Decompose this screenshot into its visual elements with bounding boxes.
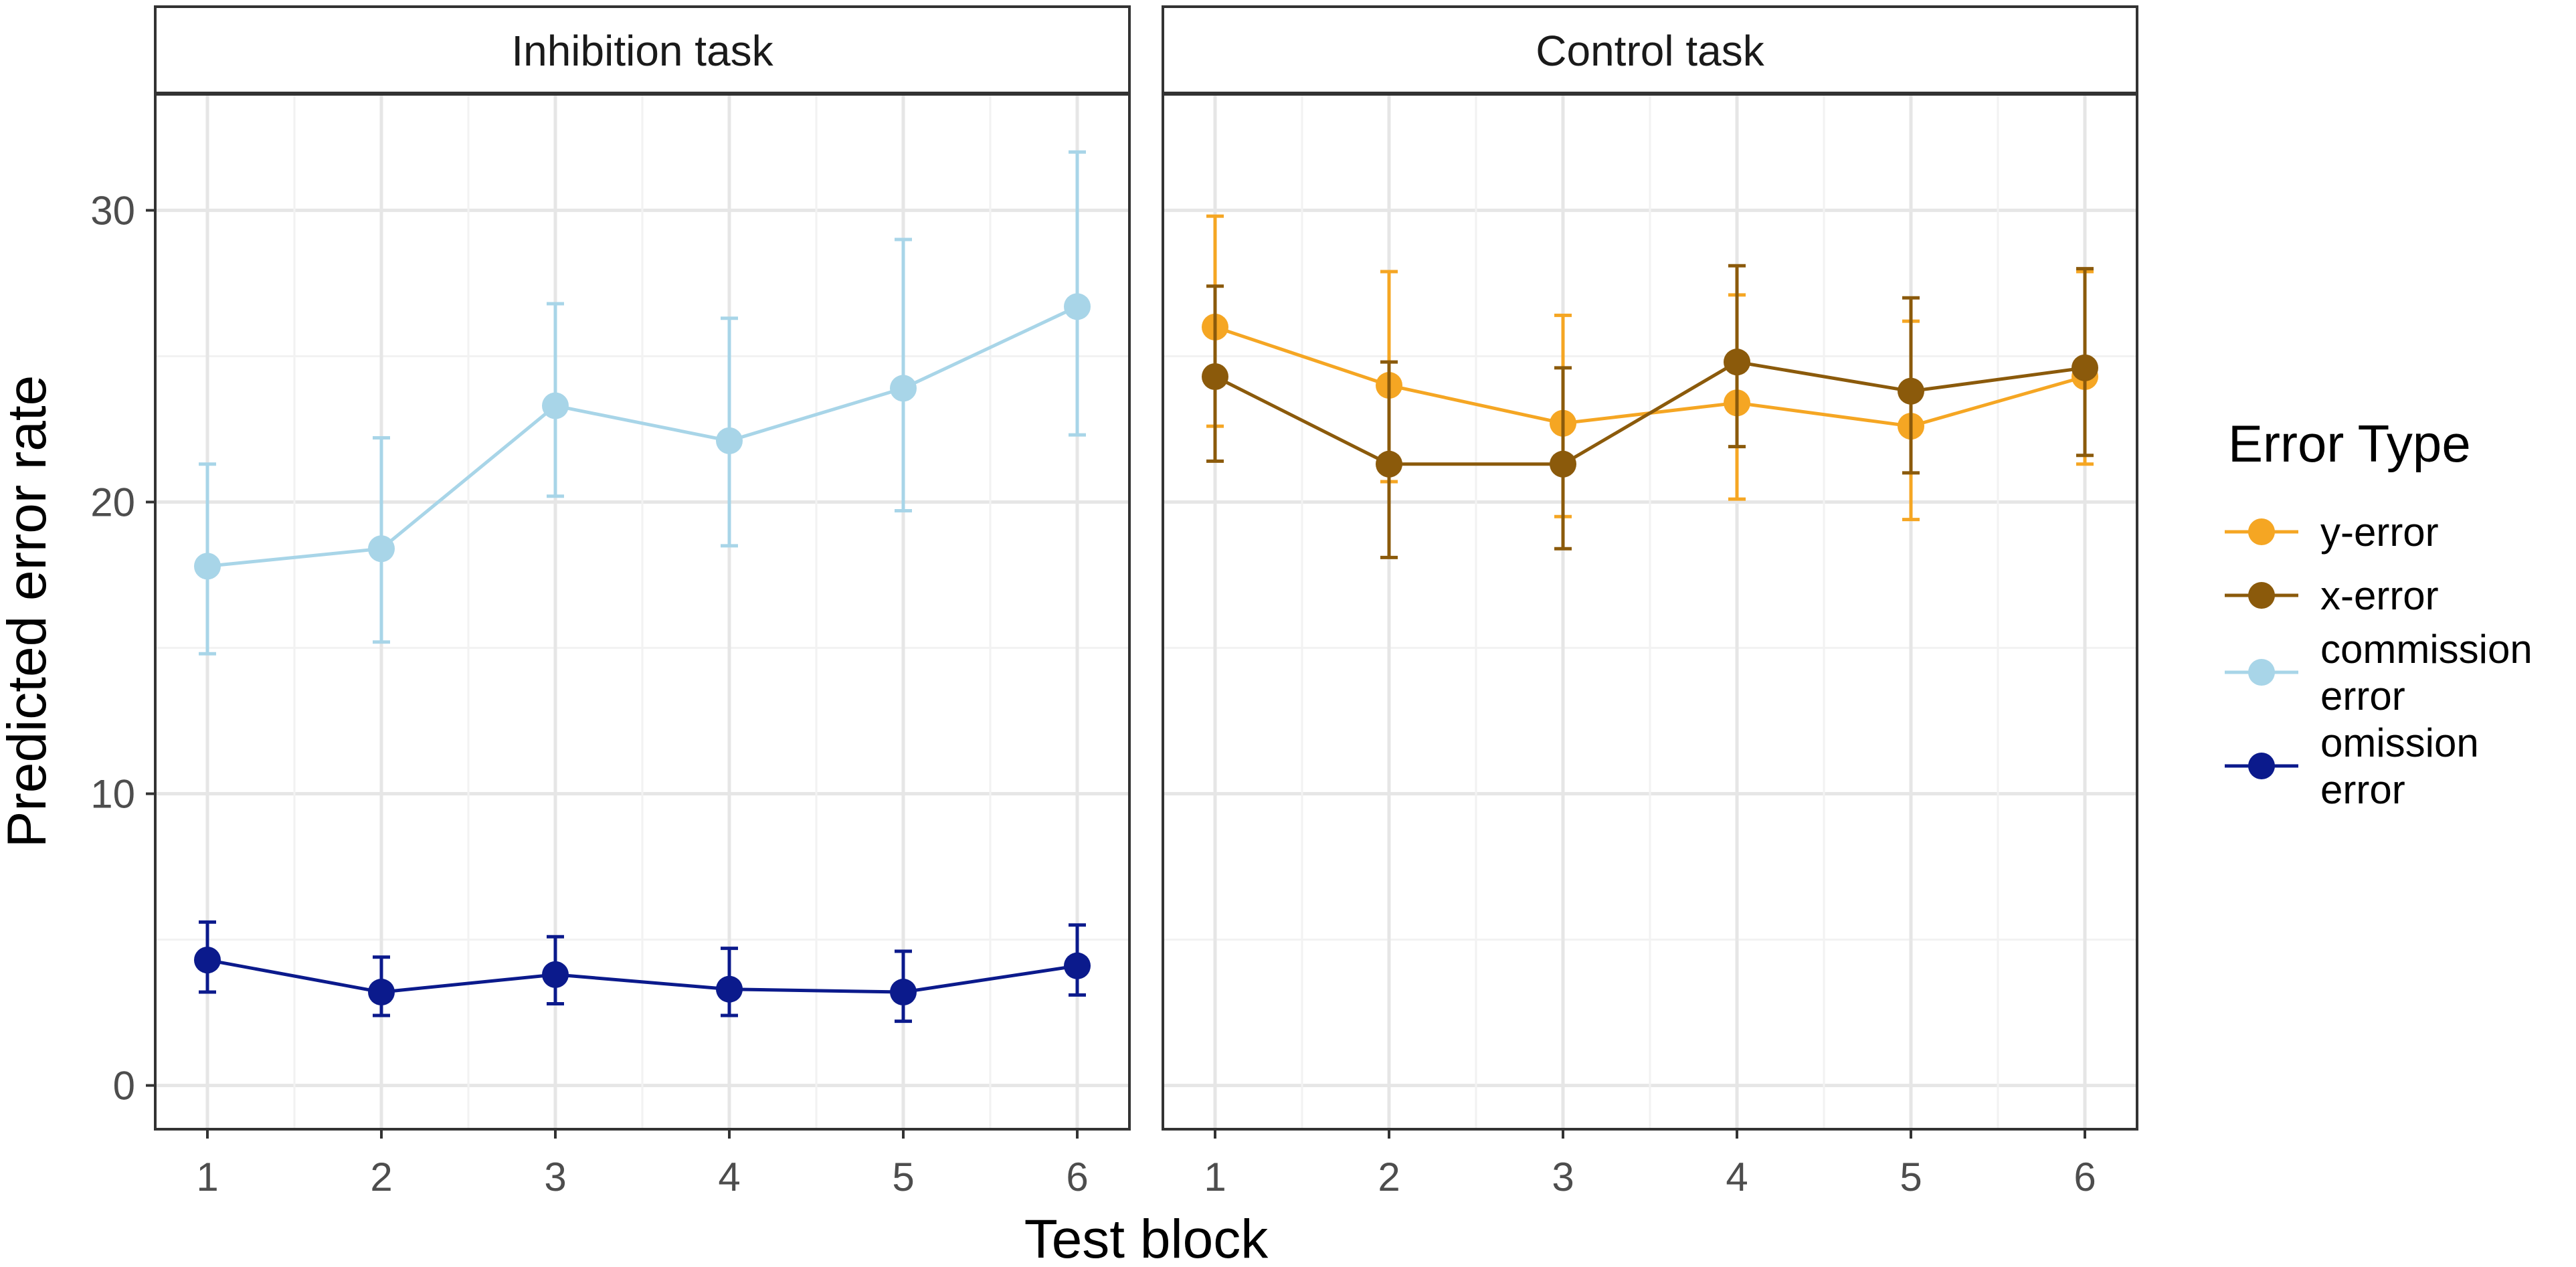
legend: Error Type y-errorx-errorcommissionerror…: [2225, 414, 2533, 812]
x-tick-label: 4: [718, 1155, 740, 1199]
data-point: [368, 535, 395, 563]
data-point: [890, 979, 917, 1006]
x-tick-label: 1: [1204, 1155, 1226, 1199]
panel-title: Control task: [1536, 27, 1764, 75]
legend-label: omission: [2320, 720, 2479, 765]
x-tick-label: 2: [1378, 1155, 1400, 1199]
x-tick-label: 1: [196, 1155, 218, 1199]
data-point: [1724, 349, 1750, 376]
data-marks: [1202, 214, 2098, 559]
legend-key-point: [2248, 659, 2275, 686]
data-point: [2072, 354, 2098, 381]
legend-key-point: [2248, 753, 2275, 779]
data-point: [1376, 450, 1402, 478]
x-axis-inhibition: 1 2 3 4 5 6: [196, 1129, 1089, 1199]
gridlines: [1163, 94, 2137, 1129]
legend-label: error: [2320, 674, 2405, 718]
y-axis-title: Predicted error rate: [0, 375, 58, 848]
y-tick-label: 10: [90, 772, 135, 817]
x-axis-title: Test block: [1024, 1209, 1269, 1267]
data-point: [542, 392, 569, 419]
data-point: [194, 947, 221, 974]
x-axis-control: 1 2 3 4 5 6: [1204, 1129, 2096, 1199]
y-tick-label: 30: [90, 188, 135, 233]
panel-title: Inhibition task: [511, 27, 773, 75]
data-point: [1064, 293, 1091, 320]
data-point: [1550, 450, 1576, 478]
x-tick-label: 5: [1900, 1155, 1922, 1199]
series-line: [1214, 360, 2086, 466]
series-commission: [194, 150, 1091, 656]
y-tick-label: 0: [113, 1064, 135, 1108]
data-point: [716, 975, 743, 1003]
legend-key-point: [2248, 518, 2275, 545]
legend-title: Error Type: [2228, 414, 2471, 473]
data-point: [368, 979, 395, 1006]
legend-label: commission: [2320, 627, 2533, 672]
panel-control: Control task: [1162, 5, 2138, 1131]
panel-strip: [1162, 5, 2138, 95]
data-point: [716, 427, 743, 454]
x-tick-label: 3: [1552, 1155, 1574, 1199]
data-point: [890, 375, 917, 402]
legend-item-x-error: x-error: [2225, 573, 2439, 618]
series-line: [207, 958, 1078, 994]
x-tick-label: 2: [370, 1155, 392, 1199]
data-marks: [194, 150, 1091, 1024]
series-line: [207, 305, 1079, 568]
series-omission: [194, 920, 1091, 1024]
legend-key-point: [2248, 582, 2275, 609]
data-point: [1898, 377, 1924, 405]
legend-label: x-error: [2320, 573, 2439, 618]
data-point: [542, 961, 569, 988]
y-tick-label: 20: [90, 480, 135, 524]
x-tick-label: 6: [1066, 1155, 1088, 1199]
data-point: [1064, 952, 1091, 979]
legend-label: y-error: [2320, 510, 2439, 555]
panel-strip: [154, 5, 1131, 95]
y-axis: 0 10 20 30: [90, 188, 155, 1108]
x-tick-label: 4: [1726, 1155, 1748, 1199]
x-tick-label: 5: [892, 1155, 914, 1199]
x-tick-label: 6: [2074, 1155, 2096, 1199]
series-x-error: [1202, 264, 2098, 559]
data-point: [194, 553, 221, 580]
legend-label: error: [2320, 767, 2405, 812]
x-tick-label: 3: [544, 1155, 566, 1199]
legend-item-y-error: y-error: [2225, 510, 2439, 555]
data-point: [1202, 363, 1228, 390]
panel-inhibition: Inhibition task: [154, 5, 1131, 1131]
